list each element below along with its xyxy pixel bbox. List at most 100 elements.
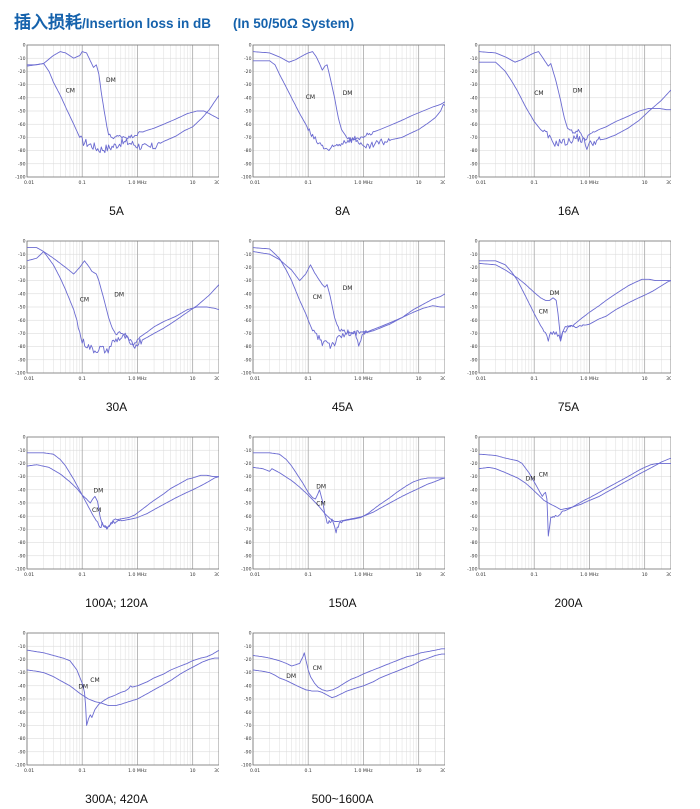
- chart-caption: 200A: [554, 596, 583, 610]
- y-tick-label: -70: [18, 527, 26, 533]
- y-tick-label: -80: [18, 148, 26, 154]
- x-tick-label: 10: [416, 572, 422, 578]
- y-tick-label: -100: [15, 175, 26, 181]
- x-tick-label: 30: [440, 376, 445, 382]
- x-tick-label: 0.1: [531, 376, 538, 382]
- chart-30a: 0 -10 -20 -30 -40 -50 -60 -70 -80 -90 -100 0.01 0.1 1…: [14, 237, 226, 414]
- curve-label-dm: DM: [550, 290, 560, 297]
- y-tick-label: -70: [244, 723, 252, 729]
- x-tick-label: 1.0 MHz: [128, 768, 147, 774]
- y-tick-label: -30: [244, 670, 252, 676]
- y-tick-label: -50: [18, 697, 26, 703]
- y-tick-label: -10: [470, 56, 478, 62]
- curve-dm: [252, 51, 446, 142]
- y-tick-label: -90: [244, 357, 252, 363]
- x-tick-label: 1.0 MHz: [354, 768, 373, 774]
- y-tick-label: -90: [470, 553, 478, 559]
- y-tick-label: -10: [244, 56, 252, 62]
- y-tick-label: -40: [18, 487, 26, 493]
- y-tick-label: -20: [470, 461, 478, 467]
- y-tick-label: -20: [470, 265, 478, 271]
- y-tick-label: -90: [244, 749, 252, 755]
- y-tick-label: -80: [244, 344, 252, 350]
- chart-caption: 45A: [331, 400, 354, 414]
- curve-dm: [253, 452, 445, 534]
- curve-label-cm: CM: [92, 507, 101, 514]
- y-tick-label: -20: [244, 461, 252, 467]
- y-tick-label: -30: [18, 82, 26, 88]
- curve-cm: [479, 61, 672, 150]
- x-tick-label: 1.0 MHz: [354, 180, 373, 186]
- y-tick-label: 0: [249, 43, 252, 49]
- y-tick-label: -70: [244, 527, 252, 533]
- y-tick-label: -10: [244, 252, 252, 258]
- y-tick-label: -60: [244, 318, 252, 324]
- y-tick-label: -50: [244, 501, 252, 507]
- x-tick-label: 0.01: [250, 768, 260, 774]
- x-tick-label: 30: [214, 572, 219, 578]
- y-tick-label: -10: [244, 448, 252, 454]
- x-tick-label: 10: [190, 572, 196, 578]
- curve-label-cm: CM: [539, 309, 548, 316]
- curve-dm: [252, 251, 445, 347]
- curve-label-cm: CM: [306, 94, 315, 101]
- y-tick-label: -60: [18, 514, 26, 520]
- x-tick-label: 30: [440, 180, 445, 186]
- y-tick-label: -70: [470, 331, 478, 337]
- x-tick-label: 0.1: [79, 768, 86, 774]
- curve-cm: [479, 260, 671, 342]
- y-tick-label: -100: [241, 371, 252, 377]
- curve-label-cm: CM: [66, 88, 75, 95]
- chart-500-1600a: 0 -10 -20 -30 -40 -50 -60 -70 -80 -90 -100 0.01 0.1 1…: [240, 629, 452, 806]
- x-tick-label: 0.1: [531, 180, 538, 186]
- curve-label-cm: CM: [80, 297, 89, 304]
- y-tick-label: -90: [470, 357, 478, 363]
- y-tick-label: -100: [467, 371, 478, 377]
- curve-dm: [26, 51, 220, 140]
- chart-100a-120a: 0 -10 -20 -30 -40 -50 -60 -70 -80 -90 -100 0.01 0.1 1…: [14, 433, 226, 610]
- curve-label-dm: DM: [106, 77, 116, 84]
- x-tick-label: 30: [214, 768, 219, 774]
- curve-cm: [253, 60, 446, 152]
- y-tick-label: -60: [18, 318, 26, 324]
- y-tick-label: -80: [470, 540, 478, 546]
- x-tick-label: 30: [666, 376, 671, 382]
- y-tick-label: -50: [18, 501, 26, 507]
- title-system-note: (In 50/50Ω System): [233, 16, 355, 31]
- y-tick-label: -10: [244, 644, 252, 650]
- curve-dm: [478, 262, 672, 341]
- curve-label-dm: DM: [526, 476, 536, 483]
- curve-label-dm: DM: [316, 483, 326, 490]
- y-tick-label: -40: [18, 95, 26, 101]
- y-tick-label: 0: [23, 631, 26, 637]
- y-tick-label: -100: [241, 763, 252, 769]
- chart-caption: 500~1600A: [311, 792, 374, 806]
- y-tick-label: -70: [18, 135, 26, 141]
- x-tick-label: 10: [190, 768, 196, 774]
- x-tick-label: 0.1: [79, 572, 86, 578]
- x-tick-label: 1.0 MHz: [580, 376, 599, 382]
- x-tick-label: 1.0 MHz: [128, 376, 147, 382]
- x-tick-label: 0.01: [250, 572, 260, 578]
- curve-cm: [478, 453, 671, 537]
- chart-300a-420a: 0 -10 -20 -30 -40 -50 -60 -70 -80 -90 -100 0.01 0.1 1…: [14, 629, 226, 806]
- curve-label-dm: DM: [286, 673, 296, 680]
- y-tick-label: -100: [241, 175, 252, 181]
- y-tick-label: 0: [249, 239, 252, 245]
- y-tick-label: -30: [18, 474, 26, 480]
- y-tick-label: -60: [18, 710, 26, 716]
- y-tick-label: -50: [244, 305, 252, 311]
- x-tick-label: 1.0 MHz: [128, 572, 147, 578]
- y-tick-label: -100: [15, 763, 26, 769]
- curve-label-dm: DM: [78, 683, 88, 690]
- y-tick-label: 0: [475, 43, 478, 49]
- y-tick-label: -70: [244, 135, 252, 141]
- page-title: 插入损耗/Insertion loss in dB (In 50/50Ω Syst…: [14, 8, 700, 33]
- curve-label-cm: CM: [539, 472, 548, 479]
- y-tick-label: -20: [18, 69, 26, 75]
- curve-label-dm: DM: [573, 88, 583, 95]
